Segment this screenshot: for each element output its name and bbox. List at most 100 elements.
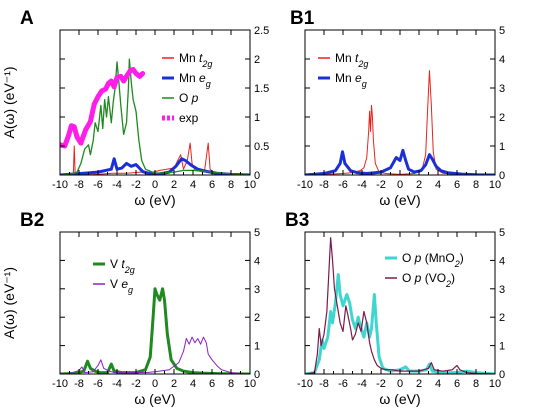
y-tick-label: 0.5: [254, 141, 269, 153]
legend-label-part: e: [355, 71, 362, 85]
x-tick-label: 4: [435, 378, 441, 390]
y-tick-label: 2: [254, 312, 260, 324]
legend-label-part: (VO: [421, 271, 446, 285]
y-tick-label: 4: [499, 54, 505, 66]
legend-label-part: Mn: [179, 71, 199, 85]
x-tick-label: -6: [93, 179, 103, 191]
series-line: [60, 142, 250, 175]
legend-label: V eg: [110, 277, 133, 295]
x-tick-label: -2: [376, 179, 386, 191]
legend-label-part: g: [206, 79, 211, 89]
x-tick-label: -10: [52, 179, 68, 191]
y-tick-label: 3: [254, 284, 260, 296]
x-tick-label: 6: [209, 179, 215, 191]
x-tick-label: -4: [112, 179, 122, 191]
panel-label: B2: [20, 210, 44, 231]
legend-label-part: p: [414, 251, 422, 265]
x-tick-label: 0: [397, 378, 403, 390]
x-tick-label: 4: [190, 378, 196, 390]
y-tick-label: 2: [499, 112, 505, 124]
legend-label-part: O: [179, 91, 192, 105]
x-tick-label: -2: [131, 378, 141, 390]
x-tick-label: 10: [244, 378, 256, 390]
series-line: [305, 70, 495, 175]
x-axis-label: ω (eV): [134, 391, 175, 407]
legend-label-part: g: [128, 285, 133, 295]
legend-label-part: ): [451, 271, 455, 285]
series-line: [305, 237, 495, 374]
x-tick-label: 0: [152, 378, 158, 390]
x-tick-label: -2: [131, 179, 141, 191]
panel-label: B1: [290, 8, 315, 29]
x-tick-label: 4: [190, 179, 196, 191]
x-tick-label: 2: [171, 179, 177, 191]
y-tick-label: 4: [254, 255, 260, 267]
legend-label: O p (MnO2): [402, 251, 464, 269]
legend-label-part: ): [460, 251, 464, 265]
x-axis-label: ω (eV): [379, 192, 420, 208]
legend-label-part: e: [121, 277, 128, 291]
legend-label-part: t: [355, 51, 359, 65]
y-tick-label: 5: [499, 25, 505, 37]
y-axis-label: A(ω) (eV⁻¹): [1, 267, 17, 339]
plot-frame: [59, 29, 251, 176]
x-tick-label: 6: [454, 378, 460, 390]
series-line: [60, 58, 250, 175]
series-line: [60, 336, 250, 374]
legend-label-part: 2g: [357, 59, 368, 69]
x-tick-label: 4: [435, 179, 441, 191]
x-tick-label: 0: [152, 179, 158, 191]
legend-label-part: p: [191, 91, 199, 105]
legend-label-part: O: [402, 251, 415, 265]
legend-label-part: exp: [179, 111, 199, 125]
legend-label-part: O: [402, 271, 415, 285]
x-tick-label: -8: [319, 179, 329, 191]
series-line: [305, 273, 495, 374]
y-tick-label: 3: [499, 83, 505, 95]
y-tick-label: 5: [254, 227, 260, 239]
x-tick-label: 2: [416, 378, 422, 390]
y-tick-label: 0: [499, 170, 505, 182]
y-tick-label: 2: [254, 54, 260, 66]
series-line: [60, 287, 250, 374]
legend-label-part: Mn: [335, 51, 355, 65]
x-tick-label: -10: [52, 378, 68, 390]
x-tick-label: -10: [297, 179, 313, 191]
x-tick-label: 6: [209, 378, 215, 390]
x-tick-label: -2: [376, 378, 386, 390]
panel-label: A: [20, 8, 34, 29]
legend-label-part: 2: [445, 279, 451, 289]
x-tick-label: -6: [338, 378, 348, 390]
y-tick-label: 2.5: [254, 25, 269, 37]
legend-label: Mn t2g: [335, 51, 368, 69]
legend-label-part: p: [414, 271, 422, 285]
x-tick-label: -4: [357, 179, 367, 191]
y-tick-label: 0: [254, 369, 260, 381]
legend-label: O p (VO2): [402, 271, 455, 289]
x-tick-label: 2: [171, 378, 177, 390]
series-line: [60, 157, 250, 175]
x-tick-label: 0: [397, 179, 403, 191]
x-tick-label: 8: [228, 378, 234, 390]
y-tick-label: 4: [499, 255, 505, 267]
legend-label-part: Mn: [335, 71, 355, 85]
plot-frame: [304, 29, 496, 176]
legend-label-part: 2: [454, 259, 460, 269]
x-tick-label: -4: [357, 378, 367, 390]
y-tick-label: 0: [254, 170, 260, 182]
legend-label-part: V: [110, 277, 121, 291]
y-tick-label: 1: [499, 141, 505, 153]
y-tick-label: 5: [499, 227, 505, 239]
x-tick-label: 8: [228, 179, 234, 191]
legend-label-part: 2g: [201, 59, 212, 69]
x-tick-label: -6: [338, 179, 348, 191]
x-axis-label: ω (eV): [379, 391, 420, 407]
x-axis-label: ω (eV): [134, 192, 175, 208]
y-tick-label: 1: [499, 341, 505, 353]
plot-frame: [304, 231, 496, 375]
legend-label-part: g: [362, 79, 367, 89]
